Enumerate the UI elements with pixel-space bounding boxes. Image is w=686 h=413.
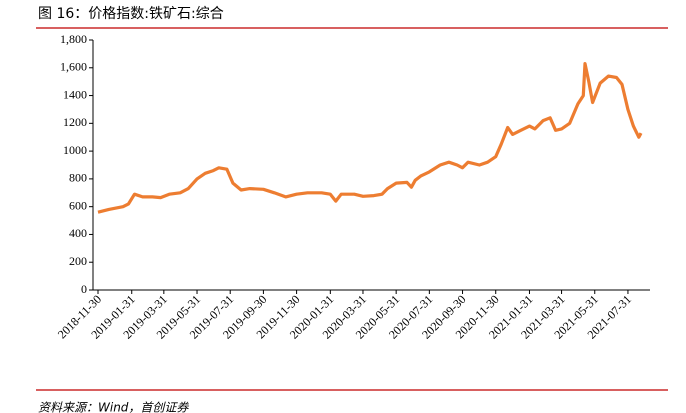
data-line	[97, 62, 643, 214]
source-note: 资料来源：Wind，首创证券	[38, 401, 189, 413]
y-tick-label: 1200	[63, 115, 87, 129]
y-tick-label: 0	[81, 282, 87, 296]
y-tick-label: 800	[69, 171, 87, 185]
chart-title: 图 16：价格指数:铁矿石:综合	[38, 6, 224, 22]
y-tick-label: 400	[69, 226, 87, 240]
y-tick-label: 1000	[63, 143, 87, 157]
y-tick-label: 1,800	[60, 32, 87, 46]
y-tick-label: 600	[69, 198, 87, 212]
y-tick-label: 1400	[63, 87, 87, 101]
y-tick-label: 200	[69, 254, 87, 268]
y-tick-label: 1,600	[60, 60, 87, 74]
